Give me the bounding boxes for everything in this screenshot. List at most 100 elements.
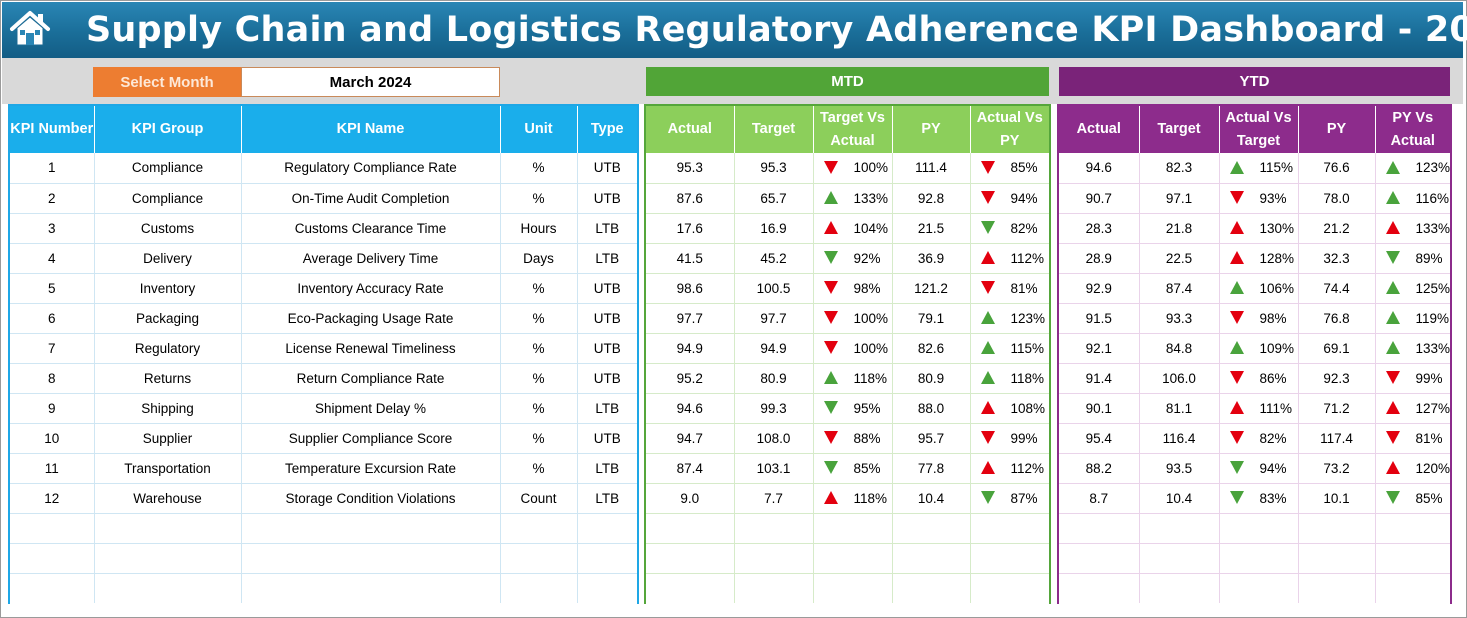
indicator-cell: 104% bbox=[813, 213, 893, 244]
kpi-name-cell: Eco-Packaging Usage Rate bbox=[241, 303, 501, 334]
column-header: Type bbox=[577, 106, 637, 153]
empty-cell bbox=[1375, 543, 1450, 574]
table-row: 28.3 21.8 130% 21.2 133% bbox=[1059, 213, 1451, 244]
py-cell: 111.4 bbox=[892, 153, 971, 184]
percent-value: 95% bbox=[853, 400, 881, 416]
triangle-down-icon bbox=[980, 191, 995, 205]
unit-cell: Days bbox=[500, 243, 578, 274]
triangle-up-icon bbox=[1229, 221, 1244, 235]
kpi-name-cell: Storage Condition Violations bbox=[241, 483, 501, 514]
column-header: KPI Group bbox=[94, 106, 242, 153]
empty-cell bbox=[241, 513, 501, 544]
mtd-table: Actual Target Target Vs Actual PY Actual Vs … bbox=[646, 106, 1049, 603]
kpi-group-cell: Compliance bbox=[94, 153, 242, 184]
indicator-cell: 112% bbox=[970, 243, 1049, 274]
type-cell: UTB bbox=[577, 423, 637, 454]
actual-cell: 92.9 bbox=[1059, 273, 1140, 304]
py-cell: 71.2 bbox=[1298, 393, 1376, 424]
percent-value: 98% bbox=[1259, 310, 1287, 326]
percent-value: 123% bbox=[1010, 310, 1046, 326]
indicator-cell: 100% bbox=[813, 303, 893, 334]
py-cell: 82.6 bbox=[892, 333, 971, 364]
empty-cell bbox=[1059, 573, 1140, 603]
column-header: Unit bbox=[500, 106, 578, 153]
percent-value: 115% bbox=[1010, 340, 1045, 356]
month-select[interactable]: March 2024 bbox=[241, 67, 500, 97]
kpi-number-cell: 6 bbox=[10, 303, 95, 334]
target-cell: 22.5 bbox=[1139, 243, 1220, 274]
target-cell: 95.3 bbox=[734, 153, 814, 184]
indicator-cell: 82% bbox=[1219, 423, 1299, 454]
table-row: 91.4 106.0 86% 92.3 99% bbox=[1059, 363, 1450, 394]
table-row: 95.3 95.3 100% 111.4 85% bbox=[646, 153, 1049, 184]
table-row bbox=[1059, 513, 1450, 544]
percent-value: 86% bbox=[1259, 370, 1287, 386]
percent-value: 133% bbox=[853, 190, 889, 206]
column-header: Actual Vs Target bbox=[1219, 106, 1299, 153]
triangle-up-icon bbox=[823, 371, 838, 385]
empty-cell bbox=[500, 513, 578, 544]
py-cell: 80.9 bbox=[892, 363, 971, 394]
triangle-up-icon bbox=[1229, 251, 1244, 265]
actual-cell: 9.0 bbox=[646, 483, 735, 514]
actual-cell: 90.7 bbox=[1059, 183, 1140, 214]
empty-cell bbox=[1298, 543, 1376, 574]
indicator-cell: 108% bbox=[970, 393, 1049, 424]
percent-value: 112% bbox=[1010, 250, 1045, 266]
type-cell: LTB bbox=[577, 243, 637, 274]
py-cell: 69.1 bbox=[1298, 333, 1376, 364]
kpi-name-cell: License Renewal Timeliness bbox=[241, 333, 501, 364]
triangle-up-icon bbox=[980, 251, 995, 265]
actual-cell: 94.6 bbox=[646, 393, 735, 424]
table-row: 11 Transportation Temperature Excursion Ra… bbox=[10, 453, 637, 484]
triangle-up-icon bbox=[980, 311, 995, 325]
indicator-cell: 112% bbox=[970, 453, 1049, 484]
kpi-name-cell: Return Compliance Rate bbox=[241, 363, 501, 394]
triangle-up-icon bbox=[1229, 161, 1244, 175]
triangle-up-icon bbox=[980, 401, 995, 415]
table-row bbox=[646, 543, 1049, 574]
table-row: 28.9 22.5 128% 32.3 89% bbox=[1059, 243, 1450, 274]
table-row: 88.2 93.5 94% 73.2 120% bbox=[1059, 453, 1450, 484]
table-row: 98.6 100.5 98% 121.2 81% bbox=[646, 273, 1049, 304]
kpi-number-cell: 1 bbox=[10, 153, 95, 184]
empty-cell bbox=[94, 513, 242, 544]
percent-value: 99% bbox=[1010, 430, 1038, 446]
indicator-cell: 85% bbox=[813, 453, 893, 484]
actual-cell: 91.5 bbox=[1059, 303, 1140, 334]
mtd-table-panel: Actual Target Target Vs Actual PY Actual Vs … bbox=[644, 104, 1051, 604]
target-cell: 10.4 bbox=[1139, 483, 1220, 514]
triangle-up-icon bbox=[980, 371, 995, 385]
column-header: Target bbox=[734, 106, 814, 153]
target-cell: 97.7 bbox=[734, 303, 814, 334]
table-row: 2 Compliance On-Time Audit Completion% UTB bbox=[10, 183, 637, 214]
percent-value: 88% bbox=[853, 430, 881, 446]
table-row: 5 Inventory Inventory Accuracy Rate% UTB bbox=[10, 273, 637, 304]
actual-cell: 95.2 bbox=[646, 363, 735, 394]
type-cell: UTB bbox=[577, 303, 637, 334]
empty-cell bbox=[577, 573, 637, 603]
percent-value: 118% bbox=[853, 490, 888, 506]
actual-cell: 94.6 bbox=[1059, 153, 1140, 184]
table-row: 6 Packaging Eco-Packaging Usage Rate% UTB bbox=[10, 303, 637, 334]
empty-cell bbox=[500, 573, 578, 603]
target-cell: 65.7 bbox=[734, 183, 814, 214]
triangle-up-icon bbox=[823, 491, 838, 505]
py-cell: 21.5 bbox=[892, 213, 971, 244]
indicator-cell: 133% bbox=[1375, 333, 1450, 364]
column-header: Actual Vs PY bbox=[970, 106, 1049, 153]
kpi-number-cell: 9 bbox=[10, 393, 95, 424]
kpi-group-cell: Inventory bbox=[94, 273, 242, 304]
table-row: 12 Warehouse Storage Condition Violations C… bbox=[10, 483, 637, 514]
home-icon[interactable] bbox=[8, 8, 52, 48]
triangle-down-icon bbox=[823, 251, 838, 265]
kpi-name-cell: Shipment Delay % bbox=[241, 393, 501, 424]
kpi-group-cell: Shipping bbox=[94, 393, 242, 424]
kpi-name-cell: Regulatory Compliance Rate bbox=[241, 153, 501, 184]
kpi-number-cell: 7 bbox=[10, 333, 95, 364]
indicator-cell: 123% bbox=[1375, 153, 1450, 184]
indicator-cell: 125% bbox=[1375, 273, 1450, 304]
triangle-down-icon bbox=[980, 491, 995, 505]
percent-value: 133% bbox=[1415, 220, 1451, 236]
percent-value: 92% bbox=[853, 250, 881, 266]
